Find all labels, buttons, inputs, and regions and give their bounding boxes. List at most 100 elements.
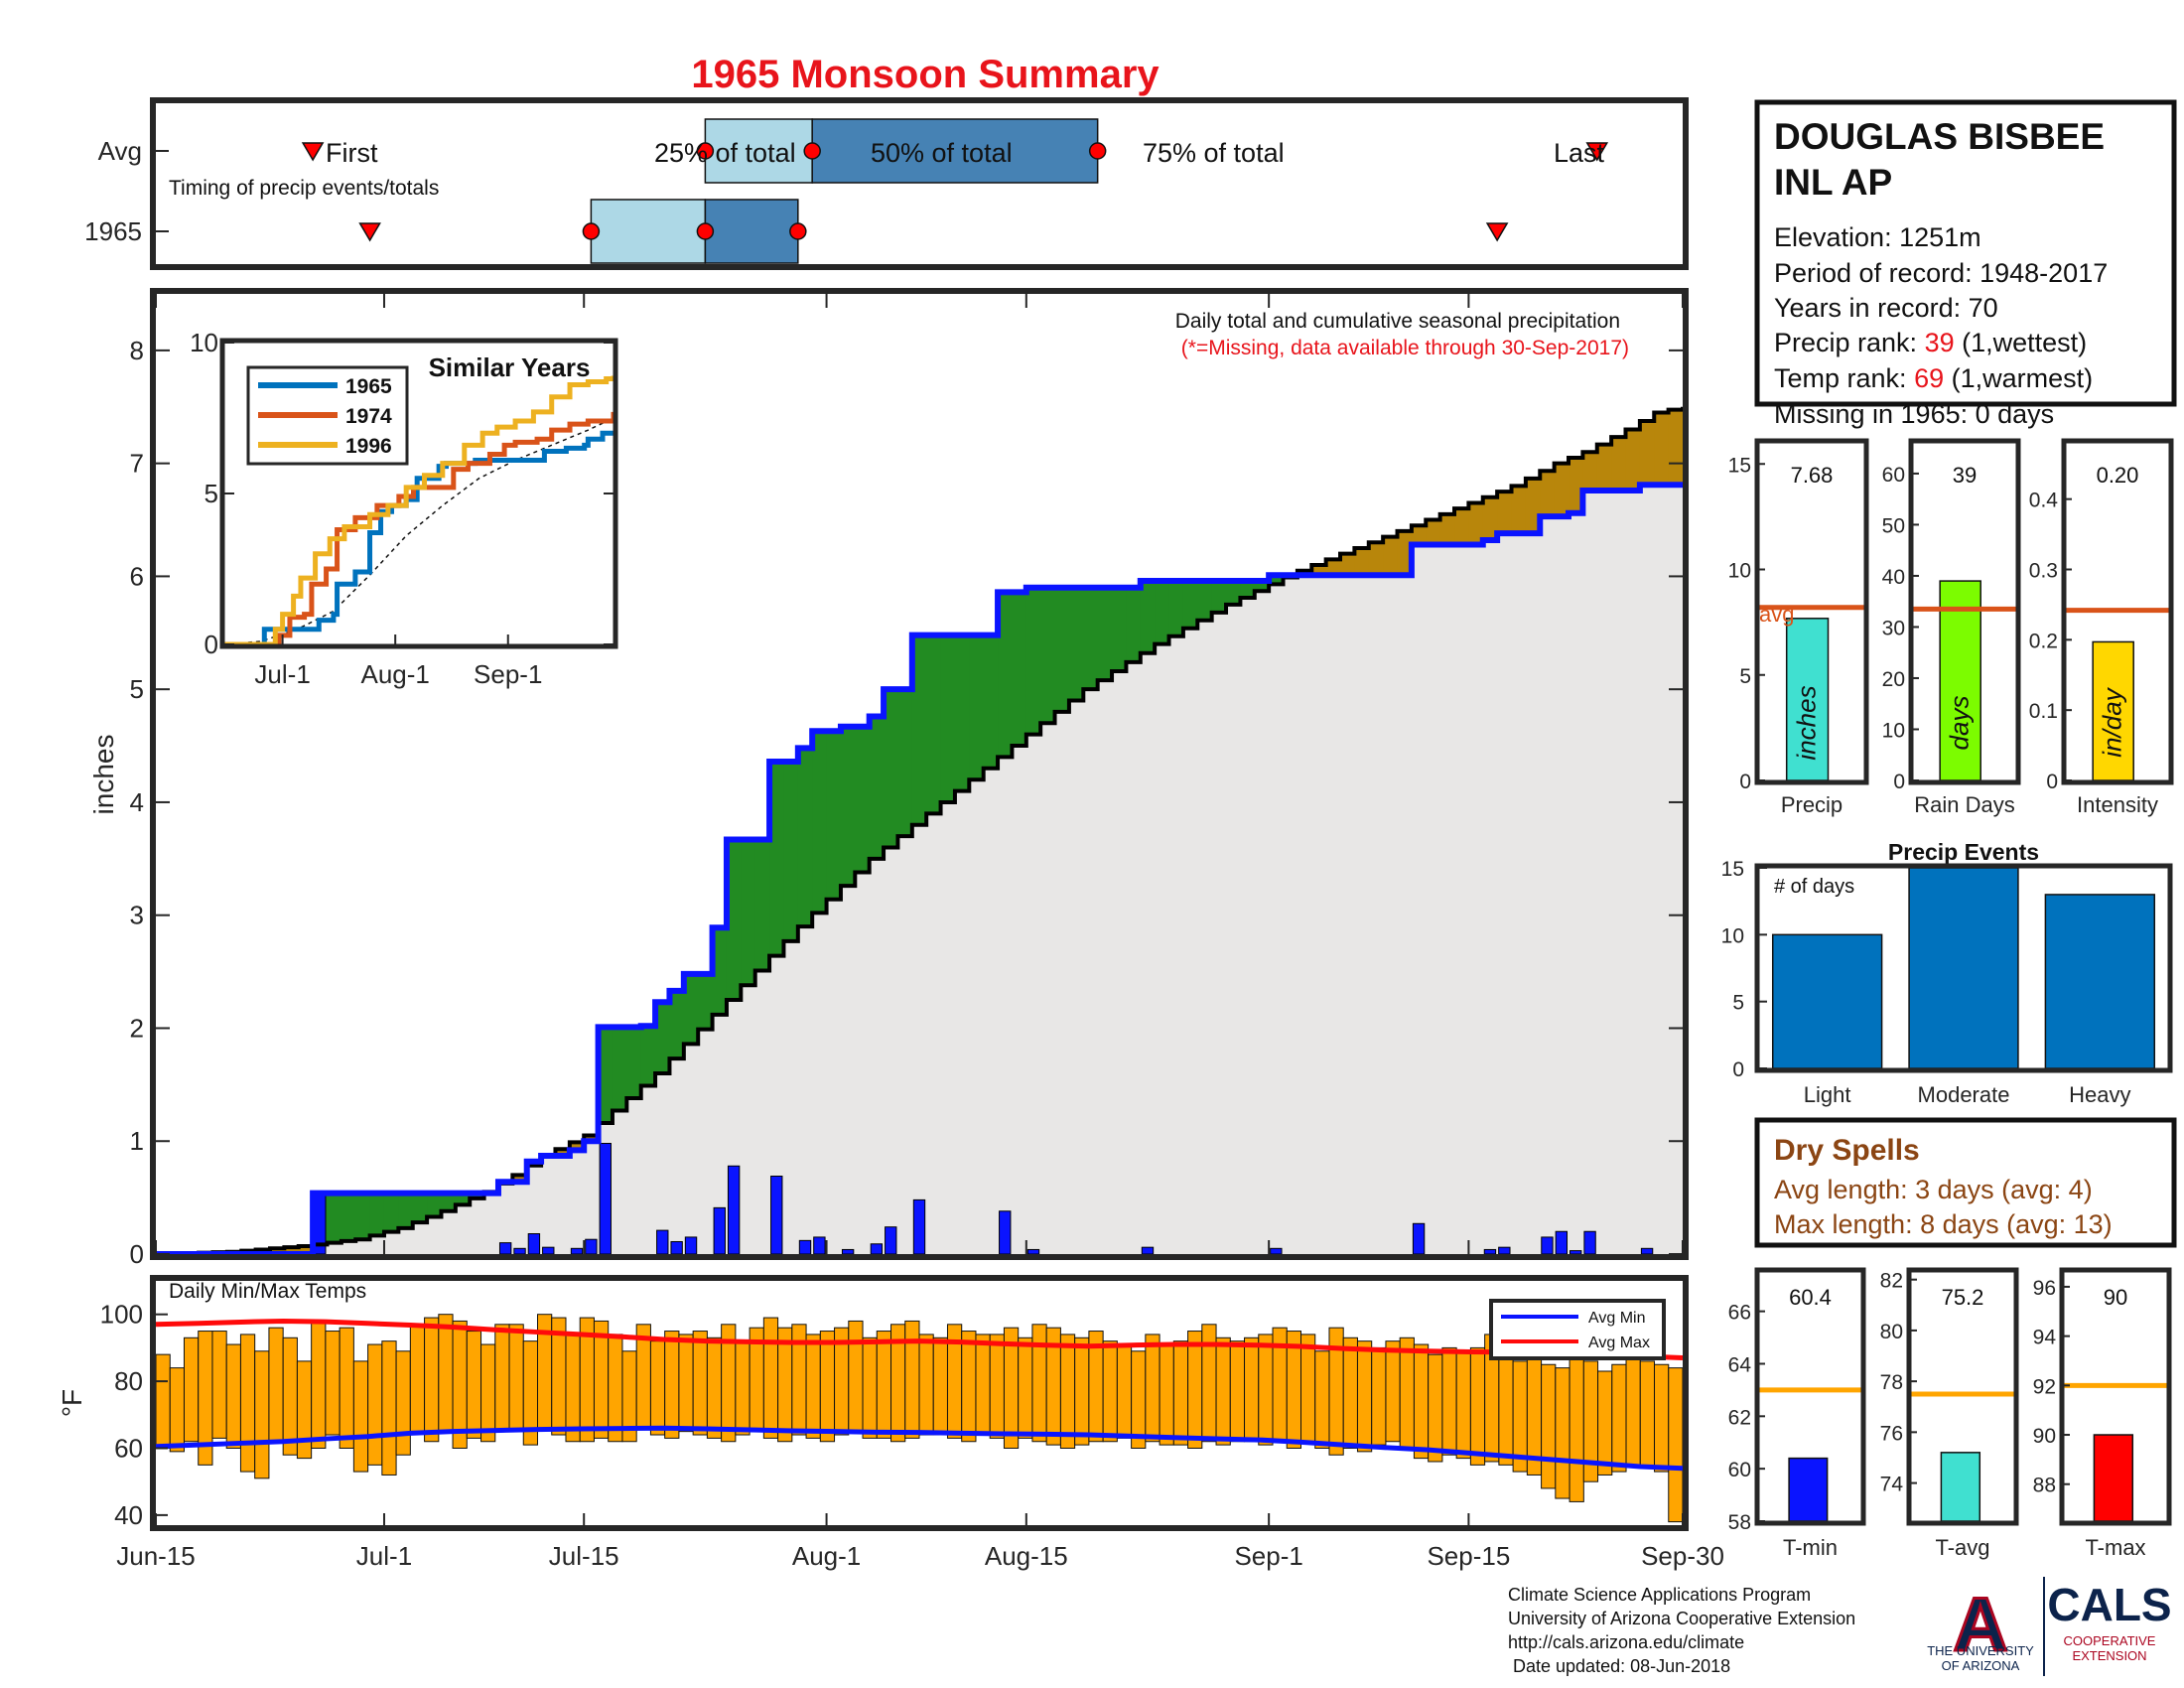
daily-precip-bar xyxy=(1270,1247,1283,1255)
tmin-frame xyxy=(1754,1267,1866,1526)
below-average-band xyxy=(1625,429,1641,491)
above-average-band xyxy=(983,634,999,769)
above-average-band xyxy=(712,927,728,1015)
daily-temp-range-bar xyxy=(664,1331,680,1439)
cumulative-lines xyxy=(156,406,1685,1257)
year-1965-box-50-75 xyxy=(704,199,799,264)
daily-temp-range-bar xyxy=(1159,1343,1174,1446)
inset-xtick-label: Sep-1 xyxy=(474,659,542,689)
above-average-band xyxy=(812,731,828,914)
precip-ytick-label: 10 xyxy=(1728,560,1751,583)
above-average-band xyxy=(341,1193,356,1241)
tmax-value-label: 90 xyxy=(2104,1285,2127,1310)
above-average-band xyxy=(1197,580,1213,621)
raindays-frame xyxy=(1908,438,2021,785)
daily-temp-range-bar xyxy=(1201,1324,1217,1443)
timing-panel: Avg 1965 Timing of precip events/totals … xyxy=(84,97,1689,270)
above-average-band xyxy=(1097,587,1113,681)
inset-legend-label-1965: 1965 xyxy=(345,375,392,398)
daily-temp-range-bar xyxy=(1625,1357,1641,1466)
daily-temp-range-bar xyxy=(593,1320,610,1439)
temp-chart-caption: Daily Min/Max Temps xyxy=(169,1280,366,1303)
date-axis-label: Sep-15 xyxy=(1427,1541,1510,1571)
footer-line3: http://cals.arizona.edu/climate xyxy=(1508,1632,1744,1652)
raindays-ytick-label: 40 xyxy=(1882,566,1905,589)
daily-temp-range-bar xyxy=(1342,1336,1358,1449)
p75-label: 75% of total xyxy=(1143,138,1285,168)
above-average-band xyxy=(998,592,1014,758)
year-1965-p75-marker xyxy=(789,222,807,240)
daily-temp-range-bar xyxy=(989,1334,1005,1439)
inset-line-1996 xyxy=(224,375,616,647)
below-average-band xyxy=(1368,542,1384,576)
below-average-band xyxy=(1383,536,1399,576)
daily-precip-bar xyxy=(841,1248,855,1255)
above-average-band xyxy=(1126,587,1142,662)
avg-p25-marker xyxy=(696,142,715,160)
p50-label: 50% of total xyxy=(871,138,1013,168)
above-average-band xyxy=(612,1027,627,1111)
above-average-band xyxy=(327,1193,342,1243)
daily-temp-range-bar xyxy=(862,1336,878,1439)
intensity-ytick-label: 0.4 xyxy=(2029,490,2059,512)
below-average-band xyxy=(1511,486,1527,534)
daily-precip-bar xyxy=(1412,1222,1426,1255)
precip-ytick-label: 15 xyxy=(1728,454,1751,477)
daily-temp-range-bar xyxy=(225,1343,241,1449)
intensity-value-label: 0.20 xyxy=(2097,463,2139,488)
temp-axes: 40 60 80 100 xyxy=(100,1300,1684,1530)
daily-temp-range-bar xyxy=(1385,1340,1401,1443)
above-average-band xyxy=(398,1193,414,1228)
above-average-band xyxy=(626,1027,642,1099)
station-box-frame xyxy=(1754,99,2177,407)
above-average-band xyxy=(1083,587,1099,690)
precip-chart-caption: Daily total and cumulative seasonal prec… xyxy=(1175,310,1620,333)
avg-p50-marker xyxy=(803,142,821,160)
daily-precip-bar xyxy=(999,1210,1012,1255)
daily-temp-range-bar xyxy=(352,1360,369,1473)
precip-xlabel: Precip xyxy=(1781,792,1843,817)
tavg-ytick-label: 80 xyxy=(1880,1321,1903,1343)
daily-precip-bar xyxy=(1541,1236,1554,1255)
date-axis-label: Sep-1 xyxy=(1234,1541,1302,1571)
tmax-ytick-label: 88 xyxy=(2033,1475,2056,1497)
above-average-band xyxy=(726,839,742,1001)
daily-temp-range-bar xyxy=(1455,1350,1471,1460)
above-average-band xyxy=(412,1193,428,1223)
date-axis-label: Aug-1 xyxy=(792,1541,861,1571)
avg-box-50-75 xyxy=(811,118,1099,184)
station-name-line2: INL AP xyxy=(1774,162,1892,203)
precip-bar xyxy=(1785,618,1830,781)
tmin-xlabel: T-min xyxy=(1783,1535,1838,1560)
inset-xtick-label: Jul-1 xyxy=(254,659,310,689)
daily-temp-range-bar xyxy=(508,1324,524,1433)
intensity-ytick-label: 0.1 xyxy=(2029,700,2058,723)
ua-logo-line1: THE UNIVERSITY xyxy=(1927,1643,2034,1658)
p25-label: 25% of total xyxy=(654,138,796,168)
temp-ytick-label: 80 xyxy=(114,1366,143,1396)
precip-ytick-label: 4 xyxy=(130,787,144,817)
above-average-band xyxy=(1226,580,1242,605)
daily-precip-bar xyxy=(798,1239,812,1255)
above-average-band xyxy=(741,839,756,986)
precip-events-xlabel: Moderate xyxy=(1918,1082,2010,1107)
daily-precip-bars xyxy=(314,1143,1654,1255)
precip-events-caption: # of days xyxy=(1774,876,1854,898)
tavg-xlabel: T-avg xyxy=(1935,1535,1989,1560)
daily-precip-bar xyxy=(684,1236,698,1255)
below-average-band xyxy=(1668,409,1684,486)
below-average-band xyxy=(1525,478,1541,534)
precip-events-ytick-label: 0 xyxy=(1732,1058,1744,1081)
below-average-band xyxy=(569,1142,585,1151)
precip-frame xyxy=(1754,438,1869,785)
above-average-band xyxy=(826,731,842,900)
daily-temp-range-bar xyxy=(1018,1336,1033,1439)
daily-temp-range-bar xyxy=(1356,1340,1373,1453)
legend-avg-min-label: Avg Min xyxy=(1588,1310,1646,1327)
daily-temp-range-bar xyxy=(169,1367,185,1453)
below-average-band xyxy=(1468,502,1484,545)
above-average-band xyxy=(1269,575,1285,585)
below-average-band xyxy=(1654,412,1670,486)
station-years: Years in record: 70 xyxy=(1774,293,1998,323)
